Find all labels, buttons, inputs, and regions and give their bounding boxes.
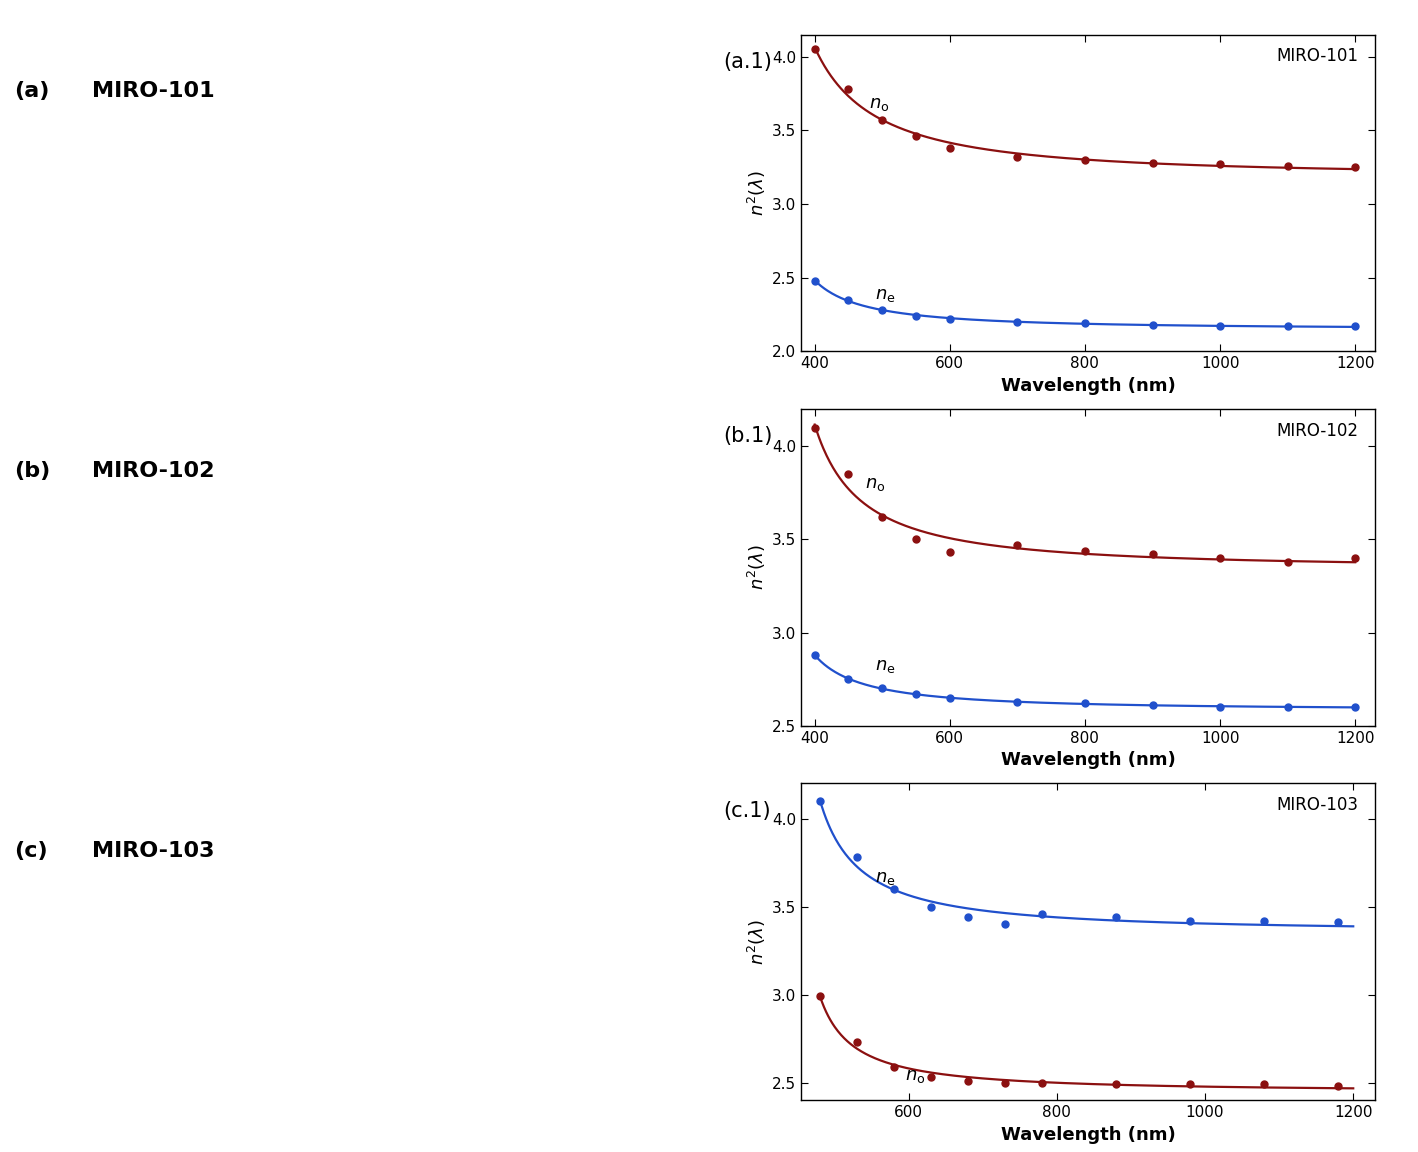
Text: (c): (c) [14,841,48,861]
Text: (b): (b) [14,461,51,480]
Text: (c.1): (c.1) [723,801,771,820]
Y-axis label: $n^2(\lambda)$: $n^2(\lambda)$ [746,919,769,964]
Y-axis label: $n^2(\lambda)$: $n^2(\lambda)$ [746,545,769,590]
Text: $n_{\rm o}$: $n_{\rm o}$ [869,94,889,113]
Text: MIRO-102: MIRO-102 [1276,422,1358,440]
Text: MIRO-102: MIRO-102 [92,461,214,480]
Text: $n_{\rm e}$: $n_{\rm e}$ [875,870,896,887]
X-axis label: Wavelength (nm): Wavelength (nm) [1001,751,1176,770]
Text: (b.1): (b.1) [723,426,773,446]
Text: $n_{\rm e}$: $n_{\rm e}$ [875,287,896,304]
Text: (a): (a) [14,81,50,100]
Text: $n_{\rm o}$: $n_{\rm o}$ [905,1067,926,1084]
Text: MIRO-101: MIRO-101 [92,81,214,100]
Y-axis label: $n^2(\lambda)$: $n^2(\lambda)$ [746,170,769,215]
Text: MIRO-101: MIRO-101 [1276,47,1358,66]
Text: $n_{\rm o}$: $n_{\rm o}$ [865,475,886,493]
X-axis label: Wavelength (nm): Wavelength (nm) [1001,1126,1176,1144]
X-axis label: Wavelength (nm): Wavelength (nm) [1001,377,1176,395]
Text: MIRO-103: MIRO-103 [92,841,214,861]
Text: $n_{\rm e}$: $n_{\rm e}$ [875,657,896,675]
Text: (a.1): (a.1) [723,52,771,71]
Text: MIRO-103: MIRO-103 [1276,796,1358,814]
